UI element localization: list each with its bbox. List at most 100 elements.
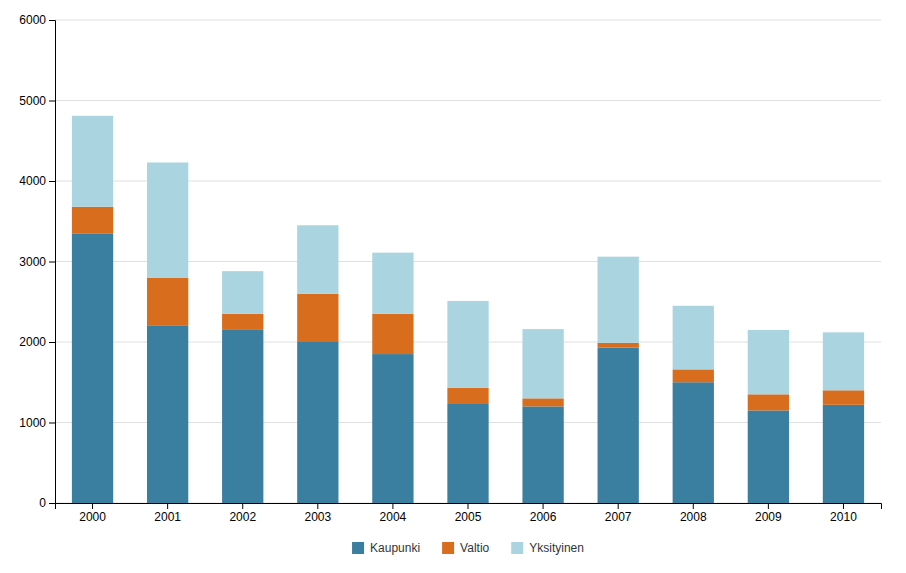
x-tick: 2004 <box>380 503 407 524</box>
bar <box>522 398 563 406</box>
legend-label: Kaupunki <box>370 541 420 555</box>
bar <box>447 404 488 503</box>
y-tick-mark <box>49 181 55 182</box>
x-tick-label: 2010 <box>830 510 857 524</box>
series <box>72 116 864 399</box>
bar <box>72 233 113 503</box>
y-tick-label: 3000 <box>19 255 46 269</box>
x-tick-mark <box>693 503 694 509</box>
series <box>72 207 864 411</box>
bar <box>72 116 113 207</box>
x-axis-line <box>56 504 882 510</box>
x-tick-mark <box>618 503 619 509</box>
x-tick-label: 2003 <box>304 510 331 524</box>
bar <box>598 257 639 343</box>
bar <box>297 294 338 342</box>
bar <box>823 390 864 404</box>
x-tick-label: 2007 <box>605 510 632 524</box>
y-tick-mark <box>49 20 55 21</box>
y-tick: 3000 <box>19 255 55 269</box>
bar <box>522 329 563 398</box>
x-tick: 2001 <box>154 503 181 524</box>
bar <box>522 406 563 503</box>
x-tick: 2009 <box>755 503 782 524</box>
series <box>72 233 864 503</box>
y-tick-mark <box>49 423 55 424</box>
x-tick: 2003 <box>304 503 331 524</box>
bars <box>72 116 864 503</box>
grid-line <box>55 100 881 101</box>
y-tick-label: 0 <box>39 496 46 510</box>
x-axis: 2000 2001 2002 2003 2004 2005 2006 2007 2008 2009… <box>56 503 882 524</box>
y-tick: 6000 <box>19 13 55 27</box>
legend-swatch <box>352 542 364 554</box>
legend-swatch <box>442 542 454 554</box>
x-tick: 2000 <box>79 503 106 524</box>
x-tick-mark <box>768 503 769 509</box>
legend-item: Yksityinen <box>511 541 584 555</box>
x-tick-mark <box>317 503 318 509</box>
y-tick-mark <box>49 262 55 263</box>
x-tick: 2005 <box>455 503 482 524</box>
y-tick-mark <box>49 503 55 504</box>
bar <box>748 410 789 503</box>
x-tick: 2010 <box>830 503 857 524</box>
x-tick-mark <box>242 503 243 509</box>
y-tick-mark <box>49 101 55 102</box>
bar <box>823 332 864 390</box>
bar <box>673 369 714 382</box>
x-tick: 2007 <box>605 503 632 524</box>
bar <box>447 388 488 404</box>
grid <box>55 20 881 503</box>
legend: Kaupunki Valtio Yksityinen <box>352 541 584 555</box>
bar <box>297 342 338 503</box>
x-tick-mark <box>92 503 93 509</box>
x-tick-label: 2001 <box>154 510 181 524</box>
x-tick-label: 2000 <box>79 510 106 524</box>
bar <box>598 343 639 348</box>
y-tick-label: 2000 <box>19 335 46 349</box>
plot-area: 0100020003000400050006000200020012002200… <box>19 13 881 523</box>
x-tick: 2006 <box>530 503 557 524</box>
x-tick: 2008 <box>680 503 707 524</box>
x-tick-label: 2005 <box>455 510 482 524</box>
bar <box>222 314 263 330</box>
x-tick: 2002 <box>229 503 256 524</box>
x-tick-mark <box>543 503 544 509</box>
bar <box>222 330 263 503</box>
bar <box>147 162 188 277</box>
x-tick-mark <box>167 503 168 509</box>
bar <box>372 314 413 354</box>
legend-label: Yksityinen <box>529 541 584 555</box>
bar <box>222 271 263 314</box>
bar <box>147 326 188 503</box>
bar <box>673 306 714 370</box>
y-tick-mark <box>49 342 55 343</box>
x-tick-label: 2008 <box>680 510 707 524</box>
y-tick: 1000 <box>19 416 55 430</box>
bar <box>823 405 864 503</box>
bar <box>372 354 413 503</box>
y-tick-label: 5000 <box>19 94 46 108</box>
x-tick-label: 2006 <box>530 510 557 524</box>
bar <box>447 301 488 388</box>
legend-swatch <box>511 542 523 554</box>
y-tick-label: 4000 <box>19 174 46 188</box>
bar <box>673 382 714 503</box>
grid-line <box>55 20 881 21</box>
y-tick-label: 1000 <box>19 416 46 430</box>
legend-label: Valtio <box>460 541 489 555</box>
bar <box>748 330 789 394</box>
bar <box>147 278 188 326</box>
bar <box>598 348 639 503</box>
legend-item: Kaupunki <box>352 541 420 555</box>
x-tick-mark <box>392 503 393 509</box>
bar <box>72 207 113 234</box>
y-axis: 0 1000 2000 3000 4000 5000 6000 <box>19 13 55 510</box>
legend-item: Valtio <box>442 541 489 555</box>
y-tick: 4000 <box>19 174 55 188</box>
x-tick-label: 2002 <box>229 510 256 524</box>
bar <box>372 253 413 314</box>
y-tick-label: 6000 <box>19 13 46 27</box>
y-tick: 5000 <box>19 94 55 108</box>
